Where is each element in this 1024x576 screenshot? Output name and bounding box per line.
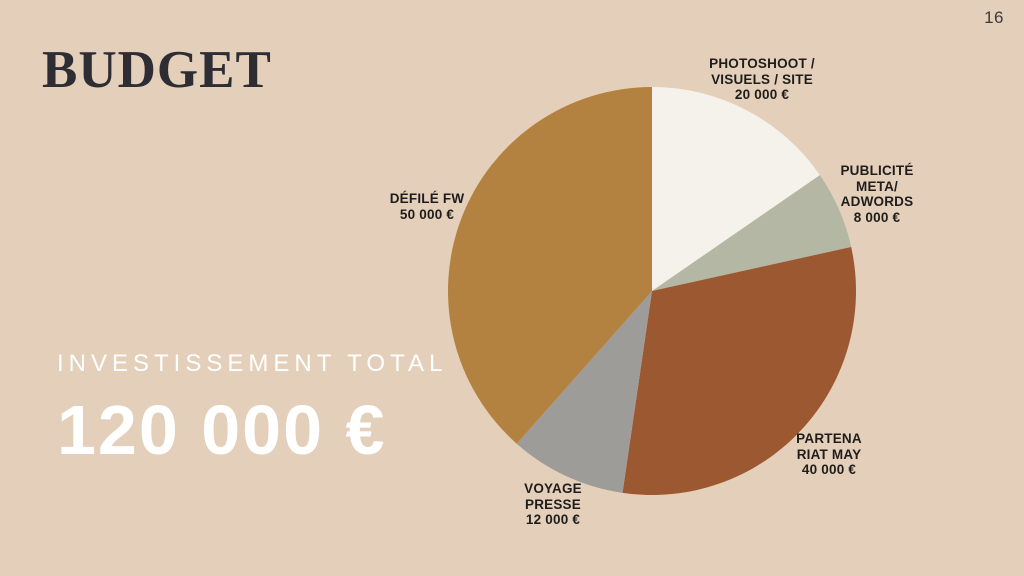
pie-label-publicite-meta-adwords: PUBLICITÉ META/ ADWORDS 8 000 € [840, 163, 914, 225]
pie-label-voyage-presse: VOYAGE PRESSE 12 000 € [524, 481, 582, 528]
pie-label-defile-fw: DÉFILÉ FW 50 000 € [389, 191, 465, 222]
pie-slice-defile-fw [448, 87, 652, 444]
pie-label-photoshoot-visuels-site: PHOTOSHOOT / VISUELS / SITE 20 000 € [709, 56, 815, 103]
pie-chart [448, 87, 856, 495]
pie-slice-publicite-meta-adwords [652, 175, 852, 291]
total-investment-block: INVESTISSEMENT TOTAL 120 000 € [57, 350, 447, 470]
page-title: BUDGET [42, 41, 272, 99]
page-number: 16 [984, 8, 1004, 27]
pie-label-partenariat-may: PARTENA RIAT MAY 40 000 € [796, 431, 862, 478]
pie-slice-partenariat-may [622, 246, 856, 495]
total-investment-label: INVESTISSEMENT TOTAL [57, 350, 448, 377]
pie-slice-voyage-presse [516, 291, 652, 493]
total-investment-value: 120 000 € [57, 391, 387, 469]
pie-slice-photoshoot-visuels-site [652, 87, 820, 291]
